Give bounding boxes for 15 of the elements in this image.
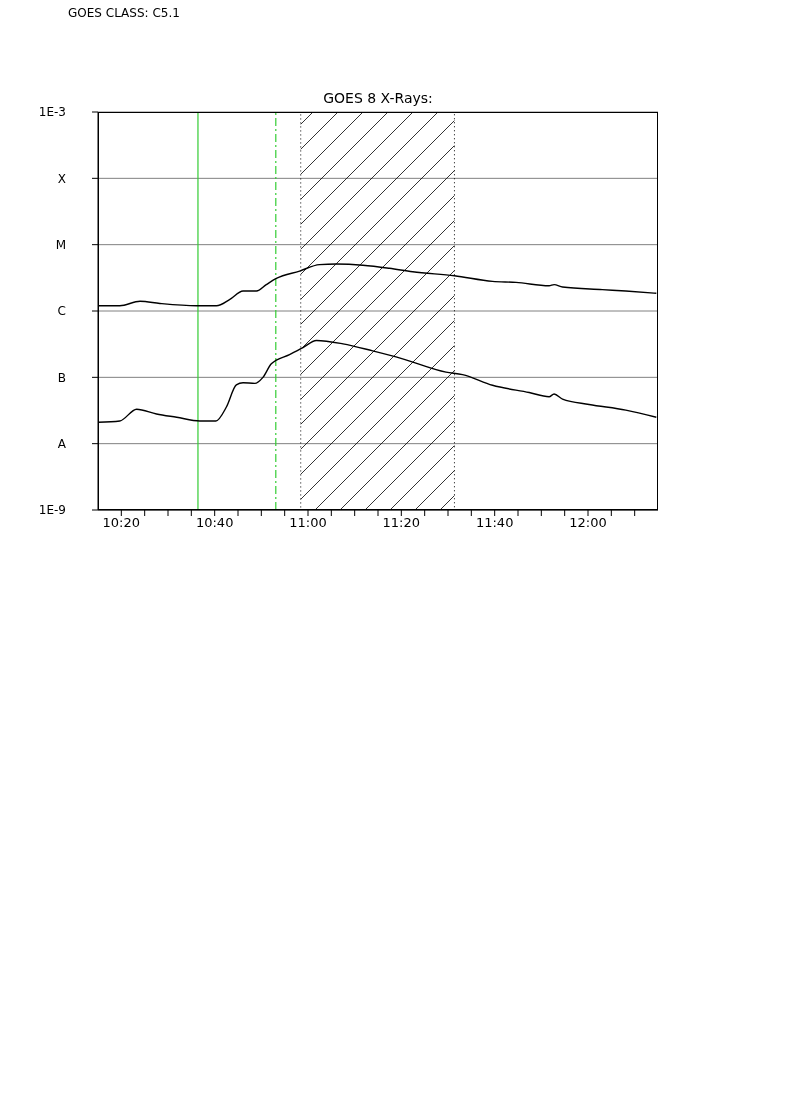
y-tick-label: 1E-9 — [38, 503, 66, 518]
y-tick-label: M — [55, 237, 66, 252]
y-tick-label: B — [57, 370, 66, 385]
x-tick-label: 12:00 — [569, 515, 607, 531]
x-tick-label: 10:20 — [102, 515, 141, 531]
x-tick-label: 11:40 — [475, 515, 514, 531]
y-tick-label: C — [57, 304, 66, 319]
x-tick-label: 10:40 — [195, 515, 234, 531]
text: GOES CLASS: C5.1 — [68, 6, 180, 20]
x-tick-label: 11:00 — [289, 515, 327, 531]
y-tick-label: X — [57, 171, 66, 186]
y-tick-label: 1E-3 — [38, 105, 66, 120]
y-tick-label: A — [57, 436, 67, 451]
chart-title: GOES 8 X-Rays: — [322, 90, 434, 106]
x-tick-label: 11:20 — [382, 515, 421, 531]
